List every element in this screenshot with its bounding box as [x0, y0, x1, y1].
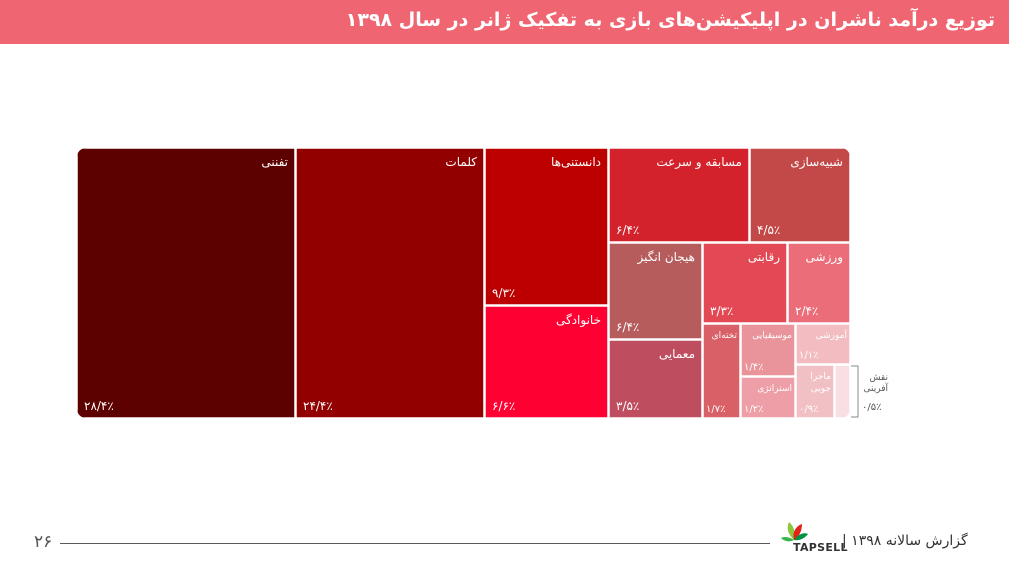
tapsell-logo-icon [781, 522, 808, 542]
treemap-value: ۳/۳٪ [710, 304, 733, 318]
treemap-label: تفننی [261, 155, 288, 169]
treemap-label-outside: آفرینی [864, 382, 889, 394]
treemap-cell [834, 364, 850, 418]
page-number: ۲۶ [34, 532, 53, 552]
treemap-cell [608, 242, 703, 340]
treemap-label: مسابقه و سرعت [656, 155, 742, 170]
treemap-label: موسیقیایی [752, 331, 792, 341]
treemap-value: ۰/۹٪ [799, 404, 818, 415]
title-bar: توزیع درآمد ناشران در اپلیکیشن‌های بازی … [0, 0, 1009, 44]
treemap-label: خانوادگی [556, 313, 601, 328]
treemap-value: ۳/۵٪ [616, 399, 639, 413]
treemap-cell [484, 305, 609, 418]
treemap-cell [702, 323, 741, 418]
treemap-cell [740, 323, 796, 377]
treemap-value: ۲/۴٪ [795, 304, 818, 318]
page-title: توزیع درآمد ناشران در اپلیکیشن‌های بازی … [345, 9, 995, 31]
treemap-cell [702, 242, 788, 324]
treemap-cell [608, 148, 750, 243]
treemap-label: شبیه‌سازی [790, 155, 843, 170]
treemap-value: ۴/۵٪ [757, 223, 780, 237]
treemap-label: ورزشی [806, 250, 843, 265]
treemap-cell [295, 148, 485, 418]
treemap-value: ۱/۲٪ [744, 404, 763, 415]
treemap-cell [484, 148, 609, 306]
treemap-value: ۶/۶٪ [492, 399, 515, 413]
treemap-value: ۹/۳٪ [492, 286, 515, 300]
treemap-cell [77, 148, 296, 418]
treemap-cell [749, 148, 850, 243]
treemap-label: معمایی [659, 347, 695, 361]
treemap-value: ۶/۴٪ [616, 223, 639, 237]
treemap-cell [795, 364, 835, 418]
treemap-value: ۶/۴٪ [616, 320, 639, 334]
treemap-cell [740, 376, 796, 418]
treemap-label: تخته‌ای [712, 331, 738, 341]
treemap-label: هیجان انگیز [636, 250, 695, 265]
treemap-value: ۱/۷٪ [706, 404, 725, 415]
treemap-value: ۱/۱٪ [799, 350, 818, 361]
treemap-label: کلمات [445, 155, 477, 169]
treemap-label-outside: نقش [869, 373, 888, 383]
treemap-value: ۲۴/۴٪ [303, 399, 333, 413]
treemap-cell [787, 242, 850, 324]
treemap-label: جویی [811, 384, 831, 394]
treemap-label: استراتژی [757, 384, 792, 394]
callout-bracket [851, 365, 859, 418]
footer-divider [60, 543, 770, 544]
treemap-label: دانستنی‌ها [551, 155, 601, 169]
treemap-cell [608, 339, 703, 418]
treemap-value-outside: ۰/۵٪ [862, 402, 881, 413]
treemap-cell [795, 323, 850, 365]
treemap-value: ۲۸/۴٪ [84, 399, 114, 413]
treemap-value: ۱/۴٪ [744, 362, 763, 373]
tapsell-logo-text: TAPSELL [793, 541, 848, 554]
treemap-label: آموزشی [816, 329, 848, 341]
report-label: گزارش سالانه ۱۳۹۸ | [842, 533, 968, 549]
treemap-label: رقابتی [748, 250, 780, 265]
treemap-label: ماجرا [810, 372, 831, 382]
